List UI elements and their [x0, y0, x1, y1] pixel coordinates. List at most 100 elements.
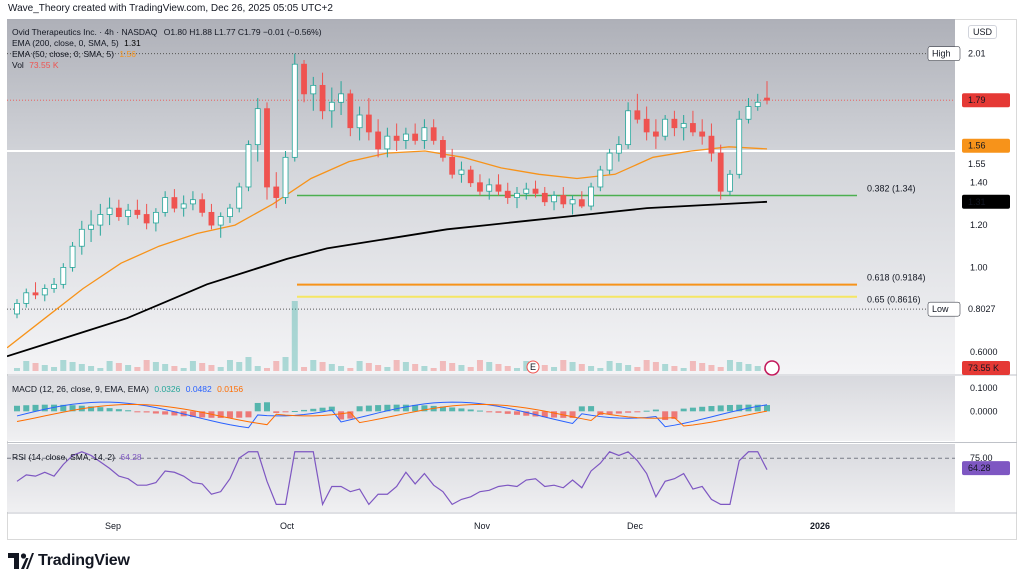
- candle-body: [615, 144, 622, 154]
- candle-body: [402, 133, 409, 141]
- macd-histogram-bar: [671, 411, 678, 419]
- candle-body: [143, 214, 150, 224]
- candle-body: [708, 135, 715, 154]
- candle-body: [171, 197, 178, 209]
- candle-body: [375, 131, 382, 150]
- symbol-name: Ovid Therapeutics Inc. · 4h · NASDAQ: [12, 27, 158, 37]
- volume-bar: [551, 367, 558, 371]
- tradingview-logo-icon: [8, 553, 34, 569]
- macd-histogram-bar: [504, 411, 511, 414]
- volume-bar: [69, 362, 76, 371]
- candle-body: [541, 192, 548, 203]
- volume-bar: [754, 366, 761, 371]
- volume-bar: [708, 365, 715, 371]
- macd-histogram-bar: [328, 406, 335, 412]
- ohlc-values: O1.80 H1.88 L1.77 C1.79 −0.01 (−0.56%): [163, 27, 322, 37]
- price-chart[interactable]: 0.382 (1.34) 0.618 (0.9184) 0.65 (0.8616) E…: [7, 19, 1017, 540]
- candle-body: [319, 84, 326, 112]
- volume-bar: [254, 366, 261, 371]
- macd-histogram-bar: [514, 411, 520, 415]
- candle-body: [652, 131, 659, 137]
- tradingview-logo[interactable]: TradingView: [8, 552, 130, 570]
- volume-bar: [88, 366, 95, 371]
- macd-histogram-bar: [680, 408, 687, 412]
- volume-bar: [310, 360, 317, 371]
- axis-low: 0.8027: [968, 304, 996, 314]
- macd-histogram-bar: [615, 411, 622, 414]
- volume-bar: [375, 365, 382, 371]
- macd-tick-label: 0.1000: [970, 383, 998, 393]
- volume-bar: [23, 361, 30, 371]
- volume-bar: [217, 367, 224, 371]
- currency-button[interactable]: USD: [968, 25, 998, 39]
- macd-histogram-bar: [375, 405, 382, 412]
- candle-body: [551, 195, 557, 203]
- macd-histogram-bar: [23, 405, 30, 412]
- macd-histogram-bar: [439, 406, 446, 412]
- axis-last-price: 1.79: [968, 95, 986, 105]
- candle-body: [254, 108, 261, 146]
- candle-body: [41, 288, 48, 296]
- candle-body: [227, 207, 233, 218]
- price-tick-label: 1.40: [970, 178, 988, 188]
- candle-body: [393, 135, 400, 141]
- macd-histogram-bar: [162, 411, 169, 415]
- vol-value: 73.55 K: [29, 60, 59, 70]
- volume-bar: [476, 360, 483, 371]
- candle-body: [125, 209, 132, 218]
- legend-rsi: RSI (14, close, SMA, 14, 2) 64.28: [12, 452, 142, 462]
- candle-body: [597, 169, 604, 188]
- macd-histogram-bar: [356, 406, 363, 412]
- candle-body: [190, 199, 196, 205]
- candle-body: [514, 192, 520, 198]
- volume-bar: [199, 363, 206, 371]
- candle-body: [430, 127, 437, 141]
- volume-bar: [578, 364, 585, 371]
- macd-histogram-bar: [736, 404, 743, 412]
- volume-bar: [236, 362, 243, 371]
- volume-bar: [143, 360, 150, 371]
- volume-bar: [541, 365, 548, 371]
- volume-bar: [115, 363, 122, 371]
- candle-body: [690, 123, 696, 133]
- macd-histogram-bar: [143, 411, 150, 413]
- volume-bar: [467, 367, 474, 371]
- macd-histogram-bar: [106, 408, 113, 412]
- axis-resistance-bg: [962, 157, 1010, 172]
- axis-ema50: 1.56: [968, 141, 986, 151]
- price-tick-label: 1.00: [970, 262, 988, 272]
- axis-ema200: 1.31: [968, 197, 986, 207]
- macd-histogram-bar: [652, 409, 659, 412]
- candle-body: [338, 93, 344, 103]
- macd-histogram-bar: [634, 411, 641, 413]
- macd-histogram-bar: [541, 411, 548, 418]
- volume-bar: [662, 364, 669, 371]
- macd-histogram-bar: [189, 411, 196, 417]
- macd-histogram-bar: [171, 411, 178, 416]
- candle-body: [764, 97, 770, 101]
- candle-body: [356, 114, 363, 129]
- chart-credit: Wave_Theory created with TradingView.com…: [8, 3, 333, 14]
- vol-label: Vol: [12, 60, 24, 70]
- volume-bar: [189, 361, 196, 371]
- candle-body: [347, 93, 354, 129]
- axis-high-label-bg: [927, 46, 961, 61]
- volume-bar: [384, 367, 391, 371]
- volume-bar: [125, 365, 132, 371]
- volume-bar: [273, 361, 280, 371]
- axis-low-bg: [962, 302, 1010, 317]
- axis-rsi: 64.28: [968, 463, 991, 473]
- candle-body: [282, 156, 289, 198]
- candle-body: [301, 63, 307, 95]
- macd-histogram-bar: [449, 407, 456, 412]
- candle-body: [699, 131, 706, 137]
- volume-bar: [486, 362, 493, 371]
- candle-body: [236, 186, 243, 209]
- macd-histogram-bar: [301, 409, 308, 412]
- volume-bar: [226, 360, 233, 371]
- candle-body: [134, 209, 141, 215]
- macd-histogram-bar: [606, 411, 613, 415]
- volume-bar: [338, 366, 345, 371]
- candle-body: [88, 224, 94, 230]
- macd-histogram-bar: [402, 404, 409, 412]
